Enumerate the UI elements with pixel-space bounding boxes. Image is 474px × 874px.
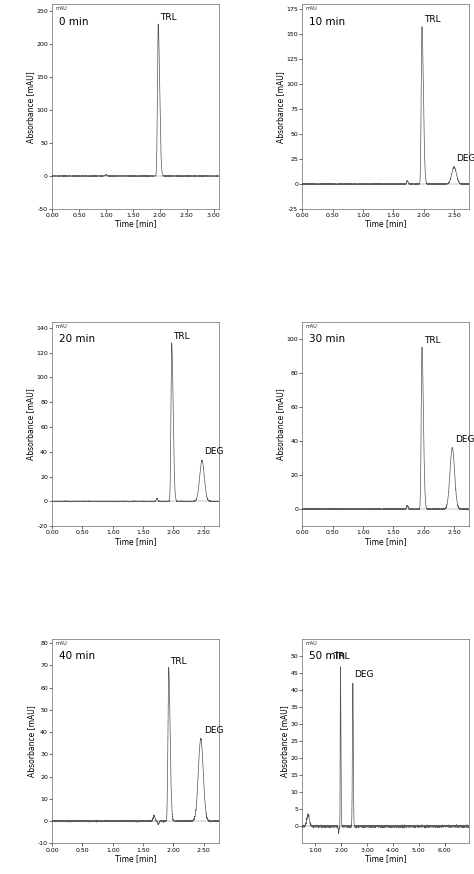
Text: 40 min: 40 min (59, 651, 95, 661)
Text: TRL: TRL (160, 13, 177, 22)
Text: TRL: TRL (424, 336, 440, 345)
Text: mAU: mAU (55, 323, 67, 329)
Text: mAU: mAU (55, 6, 67, 11)
Text: mAU: mAU (306, 323, 318, 329)
Y-axis label: Absorbance [mAU]: Absorbance [mAU] (276, 71, 285, 142)
Text: mAU: mAU (306, 6, 318, 11)
Y-axis label: Absorbance [mAU]: Absorbance [mAU] (26, 388, 35, 460)
Y-axis label: Absorbance [mAU]: Absorbance [mAU] (26, 71, 35, 142)
Text: DEG: DEG (204, 725, 223, 735)
Text: TRL: TRL (424, 15, 440, 24)
Text: TRL: TRL (333, 652, 349, 661)
X-axis label: Time [min]: Time [min] (115, 537, 156, 545)
Text: mAU: mAU (55, 641, 67, 646)
Text: TRL: TRL (173, 331, 190, 341)
X-axis label: Time [min]: Time [min] (115, 854, 156, 863)
Text: DEG: DEG (354, 670, 374, 679)
Text: DEG: DEG (204, 447, 224, 456)
Y-axis label: Absorbance [mAU]: Absorbance [mAU] (280, 705, 289, 777)
X-axis label: Time [min]: Time [min] (115, 219, 156, 229)
Text: DEG: DEG (455, 434, 474, 444)
X-axis label: Time [min]: Time [min] (365, 854, 407, 863)
Text: TRL: TRL (171, 656, 187, 666)
Text: 0 min: 0 min (59, 17, 88, 26)
Text: 50 min: 50 min (309, 651, 345, 661)
Y-axis label: Absorbance [mAU]: Absorbance [mAU] (27, 705, 36, 777)
Text: 10 min: 10 min (309, 17, 345, 26)
Text: 30 min: 30 min (309, 334, 345, 343)
X-axis label: Time [min]: Time [min] (365, 219, 407, 229)
Text: mAU: mAU (306, 641, 318, 646)
Text: 20 min: 20 min (59, 334, 95, 343)
Text: DEG: DEG (456, 154, 474, 163)
X-axis label: Time [min]: Time [min] (365, 537, 407, 545)
Y-axis label: Absorbance [mAU]: Absorbance [mAU] (276, 388, 285, 460)
